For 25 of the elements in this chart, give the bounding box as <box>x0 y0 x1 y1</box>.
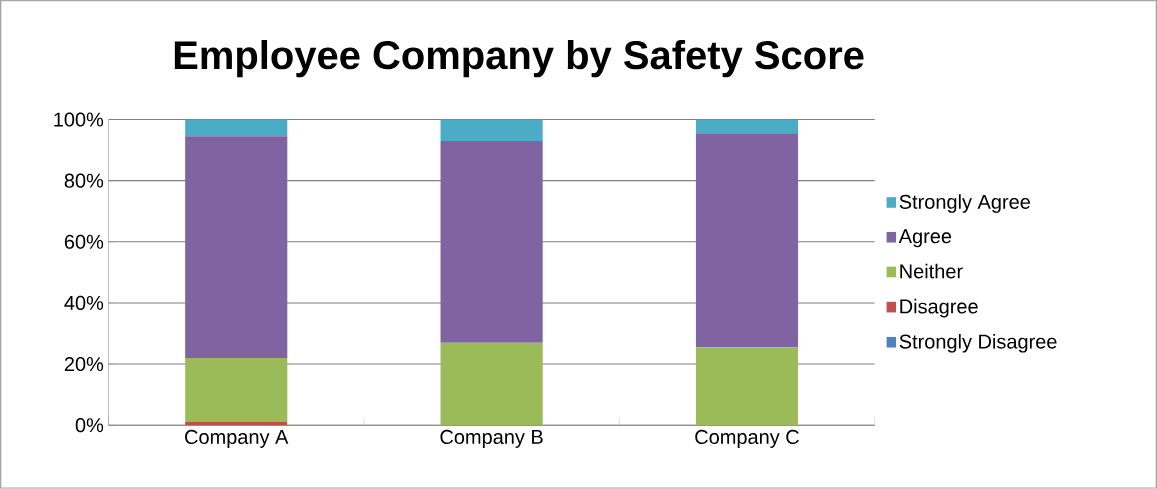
y-tick-label: 80% <box>64 173 104 188</box>
legend-label: Strongly Disagree <box>899 334 1057 353</box>
bar <box>185 136 288 359</box>
y-tick-label: 100% <box>54 112 104 127</box>
x-tick-label: Company A <box>185 429 289 449</box>
y-tick-label: 20% <box>64 357 104 372</box>
bar <box>695 133 799 348</box>
legend-label: Neither <box>900 263 963 279</box>
y-tick-label: 60% <box>64 234 104 249</box>
x-tick-label: Company B <box>440 429 543 449</box>
y-tick-label: 40% <box>64 295 104 311</box>
bar <box>185 358 288 423</box>
bar <box>695 347 799 426</box>
x-tick-label: Company C <box>695 429 799 449</box>
bar <box>440 342 543 426</box>
bar <box>440 119 543 142</box>
bar <box>185 422 288 426</box>
legend-label: Strongly Agree <box>899 194 1030 213</box>
y-tick-label: 0% <box>75 418 104 433</box>
chart-title: Employee Company by Safety Score <box>174 40 864 78</box>
bar <box>695 119 799 134</box>
legend-label: Disagree <box>900 298 978 318</box>
bar <box>185 119 288 137</box>
legend-label: Agree <box>898 229 952 248</box>
bar <box>440 141 543 343</box>
